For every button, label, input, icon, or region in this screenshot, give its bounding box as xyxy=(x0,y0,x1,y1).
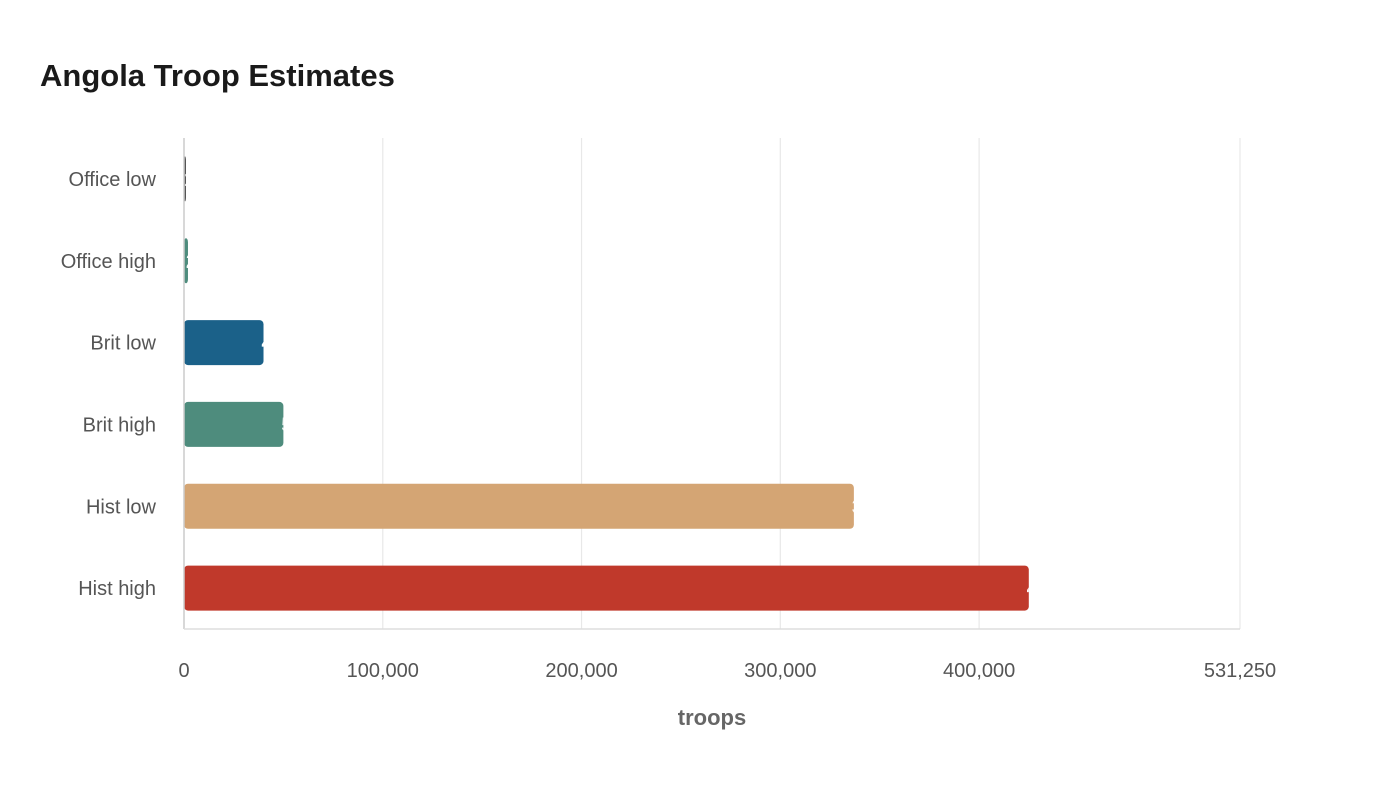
x-axis-label: troops xyxy=(678,705,746,730)
bar-value-label: 3 xyxy=(852,496,863,518)
labels: 0 100,000 200,000 300,000 400,000 531,250 Offi… xyxy=(61,169,1276,682)
bar xyxy=(184,320,264,366)
x-tick-label: 400,000 xyxy=(943,660,1015,682)
x-tick-label: 531,250 xyxy=(1204,660,1276,682)
bar-value-label: 1 xyxy=(184,169,195,191)
bar-value-label: 2 xyxy=(186,251,197,273)
x-tick-label: 0 xyxy=(178,660,189,682)
bar xyxy=(184,565,1029,611)
bar xyxy=(184,401,284,447)
chart-title: Angola Troop Estimates xyxy=(40,58,395,93)
bar-value-label: 5 xyxy=(281,414,292,436)
y-category-label: Hist high xyxy=(78,578,156,600)
bar-value-label: 4 xyxy=(1027,578,1039,600)
x-tick-label: 100,000 xyxy=(347,660,419,682)
bar xyxy=(184,238,188,284)
y-category-label: Hist low xyxy=(86,496,157,518)
y-category-label: Brit high xyxy=(83,414,156,436)
bar-value-label: 4 xyxy=(262,333,274,355)
bars: 1 2 4 5 3 4 xyxy=(184,156,1039,611)
y-category-label: Office high xyxy=(61,251,156,273)
y-category-label: Office low xyxy=(69,169,157,191)
bar xyxy=(184,483,854,529)
axes xyxy=(183,138,1240,630)
grid-lines xyxy=(382,138,1241,629)
x-tick-label: 200,000 xyxy=(545,660,617,682)
y-category-label: Brit low xyxy=(90,333,156,355)
x-tick-label: 300,000 xyxy=(744,660,816,682)
